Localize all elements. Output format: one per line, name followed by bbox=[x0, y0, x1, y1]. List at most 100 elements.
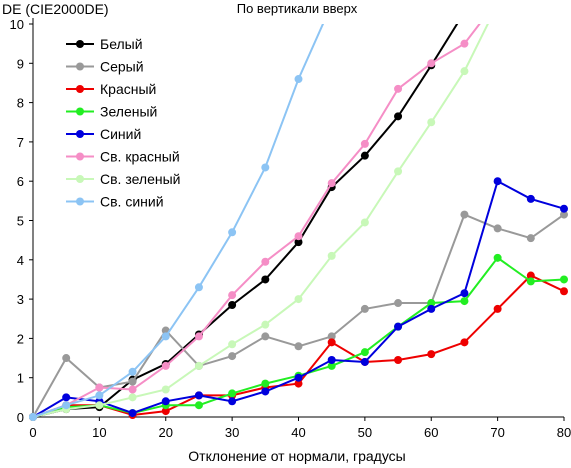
data-point bbox=[493, 177, 502, 186]
series-layer bbox=[29, 24, 568, 421]
legend-item: Серый bbox=[66, 59, 144, 75]
data-point bbox=[460, 67, 469, 76]
data-point bbox=[327, 332, 336, 341]
x-tick-label: 10 bbox=[92, 425, 106, 440]
legend-swatch-marker bbox=[76, 40, 84, 48]
y-tick-label: 4 bbox=[17, 253, 24, 268]
data-point bbox=[194, 361, 203, 370]
data-point bbox=[228, 389, 237, 398]
y-tick-label: 10 bbox=[10, 17, 24, 32]
y-tick-label: 1 bbox=[17, 371, 24, 386]
data-point bbox=[526, 271, 535, 280]
data-point bbox=[294, 342, 303, 351]
data-point bbox=[460, 210, 469, 219]
data-point bbox=[427, 304, 436, 313]
legend-label: Красный bbox=[100, 81, 156, 97]
legend-label: Зеленый bbox=[100, 104, 157, 120]
data-point bbox=[128, 409, 137, 418]
data-point bbox=[294, 295, 303, 304]
data-point bbox=[294, 238, 303, 247]
data-point bbox=[460, 297, 469, 306]
data-point bbox=[228, 397, 237, 406]
data-point bbox=[460, 289, 469, 298]
data-point bbox=[294, 232, 303, 241]
data-point bbox=[526, 194, 535, 203]
data-point bbox=[560, 275, 568, 284]
x-tick-label: 0 bbox=[29, 425, 36, 440]
data-point bbox=[294, 379, 303, 388]
legend-label: Св. красный bbox=[100, 149, 180, 165]
x-tick-label: 50 bbox=[358, 425, 372, 440]
legend: Белый Серый Красный Зеленый Синий Св. красный… bbox=[66, 36, 180, 210]
x-tick-label: 40 bbox=[291, 425, 305, 440]
data-point bbox=[62, 401, 71, 410]
legend-label: Синий bbox=[100, 126, 141, 142]
legend-swatch-marker bbox=[76, 197, 84, 206]
data-point bbox=[228, 340, 237, 349]
data-point bbox=[493, 304, 502, 313]
data-point bbox=[228, 228, 237, 237]
data-point bbox=[95, 391, 104, 400]
data-point bbox=[460, 338, 469, 347]
x-axis-title: Отклонение от нормали, градусы bbox=[188, 448, 405, 464]
legend-swatch-marker bbox=[76, 107, 84, 116]
data-point bbox=[62, 354, 71, 363]
series-Св. синий bbox=[29, 24, 325, 421]
data-point bbox=[460, 39, 469, 48]
legend-swatch-marker bbox=[76, 130, 84, 138]
x-tick-label: 70 bbox=[490, 425, 504, 440]
y-tick-label: 6 bbox=[17, 174, 24, 189]
legend-item: Красный bbox=[66, 81, 156, 97]
data-point bbox=[161, 385, 170, 394]
data-point bbox=[526, 277, 535, 286]
data-point bbox=[394, 112, 403, 121]
data-point bbox=[294, 75, 303, 84]
series-Синий bbox=[29, 177, 568, 421]
data-point bbox=[327, 356, 336, 365]
y-tick-label: 9 bbox=[17, 56, 24, 71]
legend-swatch-marker bbox=[76, 152, 84, 161]
legend-item: Белый bbox=[66, 36, 143, 52]
data-point bbox=[427, 350, 436, 359]
data-point bbox=[427, 299, 436, 308]
data-point bbox=[128, 393, 137, 402]
data-point bbox=[394, 84, 403, 93]
data-point bbox=[294, 373, 303, 382]
legend-label: Белый bbox=[100, 36, 143, 52]
legend-swatch-marker bbox=[76, 175, 84, 183]
legend-swatch-marker bbox=[76, 85, 84, 93]
series-Серый bbox=[29, 210, 568, 421]
data-point bbox=[327, 338, 336, 347]
data-point bbox=[228, 300, 237, 309]
legend-item: Св. красный bbox=[66, 149, 180, 165]
data-point bbox=[560, 204, 568, 213]
data-point bbox=[394, 322, 403, 331]
data-point bbox=[261, 275, 270, 284]
data-point bbox=[526, 234, 535, 243]
legend-swatch-marker bbox=[76, 62, 84, 71]
series-line bbox=[32, 256, 565, 418]
axes: 0 1 2 3 4 5 6 7 8 9 10 0 10 20 30 40 50 60 70 80 bbox=[10, 17, 571, 440]
data-point bbox=[560, 210, 568, 219]
data-point bbox=[360, 151, 369, 160]
legend-item: Св. синий bbox=[66, 194, 164, 210]
data-point bbox=[62, 393, 71, 402]
data-point bbox=[360, 304, 369, 313]
data-point bbox=[261, 257, 270, 266]
y-tick-label: 8 bbox=[17, 96, 24, 111]
data-point bbox=[194, 332, 203, 341]
data-point bbox=[194, 401, 203, 410]
data-point bbox=[228, 291, 237, 300]
data-point bbox=[261, 332, 270, 341]
data-point bbox=[161, 397, 170, 406]
data-point bbox=[228, 352, 237, 361]
x-tick-label: 30 bbox=[225, 425, 239, 440]
data-point bbox=[394, 299, 403, 308]
series-line bbox=[32, 24, 325, 418]
data-point bbox=[161, 332, 170, 341]
series-Зеленый bbox=[29, 253, 568, 421]
data-point bbox=[95, 401, 104, 410]
y-tick-label: 2 bbox=[17, 331, 24, 346]
data-point bbox=[360, 139, 369, 148]
data-point bbox=[261, 320, 270, 329]
